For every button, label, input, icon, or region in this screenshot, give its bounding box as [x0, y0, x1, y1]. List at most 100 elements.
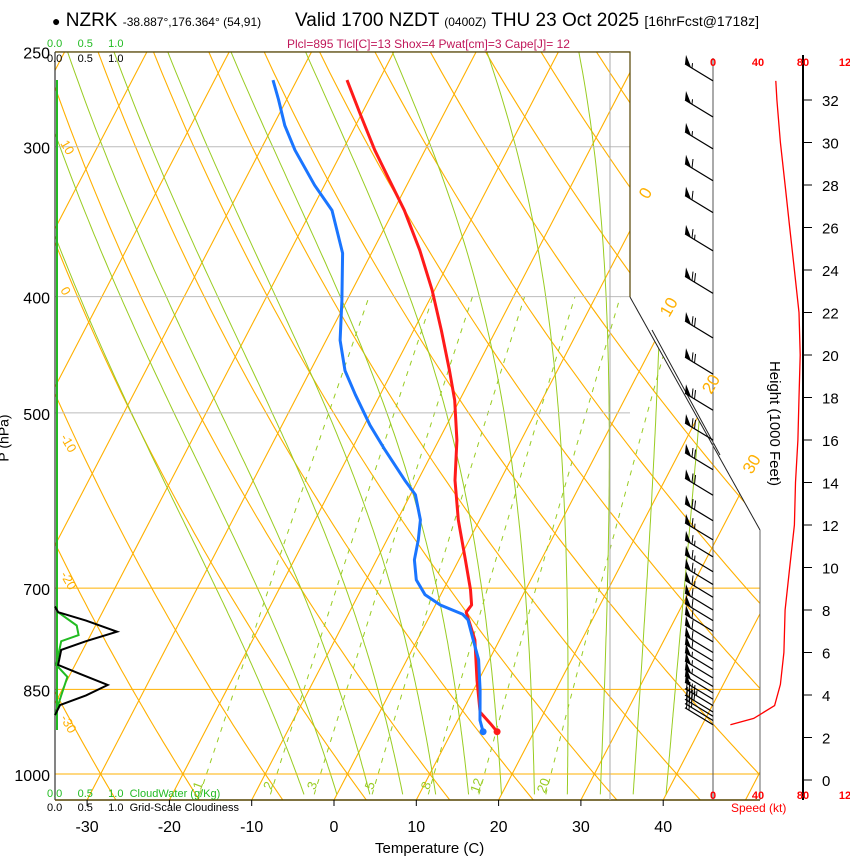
wind-barb [684, 267, 714, 294]
moist-adiabat-line [305, 52, 502, 795]
dry-adiabat-line [55, 52, 370, 800]
wind-barb-flag [685, 530, 691, 544]
wind-barb-half [691, 63, 693, 69]
wind-barb [684, 443, 714, 471]
wind-barb-staff [684, 163, 714, 182]
mixing-ratio-label: 20 [534, 776, 553, 795]
wind-barb-full [691, 549, 694, 560]
isotherm-label: 30 [739, 451, 765, 477]
dry-adiabat-line [152, 52, 622, 800]
wind-barb-full [694, 500, 697, 510]
wind-barb [684, 312, 714, 339]
wind-barb-full [691, 388, 694, 398]
wind-barb-full [691, 620, 694, 630]
height-tick-label: 4 [822, 688, 830, 705]
wind-barb-flag [685, 635, 691, 648]
cloudwater-label: CloudWater (g/Kg) [129, 788, 221, 800]
wind-barb-staff [684, 613, 714, 632]
wind-barb-flag [685, 605, 691, 618]
pressure-tick-label: 400 [23, 291, 50, 308]
dry-adiabat-line [595, 52, 760, 800]
wind-barb [684, 122, 714, 150]
mixing-ratio-line [427, 296, 576, 795]
wind-barb-half [695, 690, 698, 696]
dry-adiabat-line [485, 52, 760, 800]
cloudwater-scale-bottom: 0.0 0.5 1.0 CloudWater (g/Kg) [47, 788, 220, 800]
valid-time: Valid 1700 NZDT (0400Z) THU 23 Oct 2025 … [295, 10, 759, 32]
wind-barb-half [694, 234, 696, 240]
station-id: NZRK [65, 10, 118, 31]
station-bullet-icon: ● [52, 13, 61, 29]
wind-barb-full [688, 681, 691, 692]
wind-barb-full [691, 562, 694, 572]
wind-barb-full [691, 598, 694, 608]
isotherm-line [498, 52, 760, 800]
mixing-ratio-line [269, 296, 434, 795]
wind-barb [684, 494, 714, 522]
wind-barb-staff [684, 643, 714, 662]
dry-adiabat-line [374, 52, 760, 800]
valid-utc: (0400Z) [444, 15, 487, 29]
moist-adiabat-line [113, 52, 404, 795]
dry-adiabat-line [97, 52, 538, 800]
wind-barb-full [691, 498, 694, 509]
wind-barb-full [691, 229, 694, 239]
height-tick-label: 28 [822, 178, 839, 195]
dry-adiabat-line [319, 52, 760, 800]
height-tick-label: 16 [822, 433, 839, 450]
wind-barb-staff [684, 477, 714, 496]
pressure-tick-label: 250 [23, 46, 50, 63]
height-tick-label: 12 [822, 518, 839, 535]
dry-adiabat-line [55, 52, 203, 800]
isotherm-line [251, 52, 642, 800]
dry-adiabat-line [55, 52, 119, 800]
wind-barb-staff [684, 707, 714, 726]
isotherm-line [55, 52, 148, 800]
wind-barb-staff [684, 603, 714, 622]
wind-barb-full [693, 685, 696, 695]
wind-barb-staff [684, 554, 714, 573]
wind-barb-full [691, 158, 694, 169]
wind-barb [684, 154, 714, 182]
wind-barb-staff [684, 131, 714, 150]
isotherm-line [662, 52, 760, 800]
wind-barb [684, 530, 714, 558]
temperature-tick-label: 20 [490, 819, 508, 836]
dry-adiabat-line [651, 52, 760, 800]
plot-frame [54, 51, 812, 806]
dry-adiabat-label: 10 [57, 137, 77, 157]
wind-barb-full [691, 518, 694, 528]
wind-barb [684, 652, 714, 679]
isotherm-line [333, 52, 724, 800]
cloudiness-scale-bottom: 0.0 0.5 1.0 Grid-Scale Cloudiness [47, 802, 239, 814]
cloudiness-scale-top: 0.0 0.5 1.0 [47, 53, 123, 65]
speed-tick-bottom: 12 [839, 790, 850, 802]
wind-barb-flag [685, 513, 691, 527]
wind-barb-staff [684, 566, 714, 586]
speed-tick-top: 40 [752, 57, 764, 69]
moist-adiabat-line [67, 52, 371, 795]
isotherm-line [55, 52, 312, 800]
cw-top-1: 1.0 [108, 38, 124, 50]
wind-barb-flag [685, 91, 691, 104]
speed-axis-label: Speed (kt) [731, 801, 787, 815]
wind-barb [684, 54, 714, 82]
wind-barb-full [690, 694, 693, 704]
wind-barb [684, 699, 714, 726]
isotherm-label: 10 [656, 294, 682, 320]
height-tick-label: 8 [822, 603, 830, 620]
cw-top-0: 0.0 [47, 38, 63, 50]
wind-panel [684, 54, 801, 726]
cl-top-05: 0.5 [77, 53, 93, 65]
wind-barb [684, 224, 714, 252]
cl-top-0: 0.0 [47, 53, 63, 65]
height-tick-label: 30 [822, 136, 839, 153]
height-tick-label: 24 [822, 263, 839, 280]
wind-barb-full [691, 190, 694, 200]
wind-barb-staff [684, 422, 714, 441]
wind-barb-full [690, 683, 693, 693]
speed-tick-top: 0 [710, 57, 716, 69]
cl-bot-05: 0.5 [77, 802, 93, 814]
